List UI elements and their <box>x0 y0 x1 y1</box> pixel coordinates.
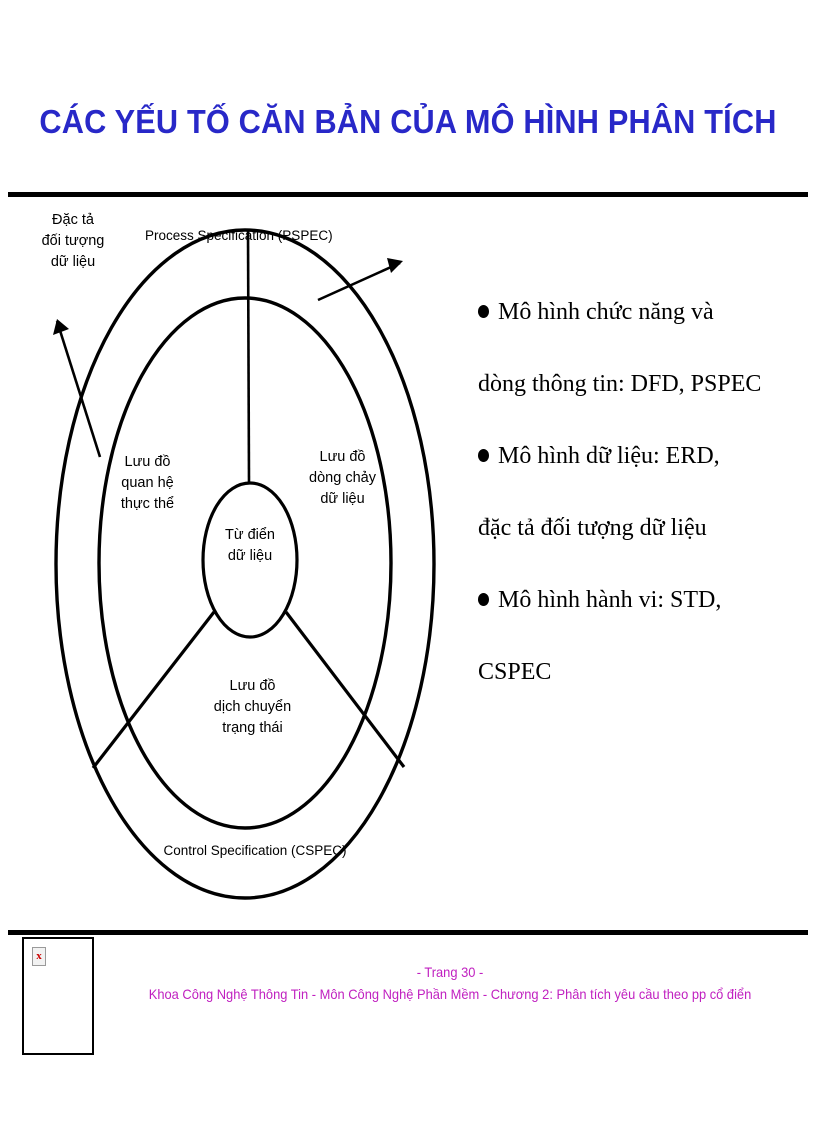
outer-ellipse-cspec <box>54 228 436 900</box>
bullet-line: Mô hình hành vi: STD, <box>478 588 808 612</box>
label-entity-relationship-diagram: Lưu đồ quan hệ thực thể <box>120 454 175 512</box>
label-state-transition-diagram: Lưu đồ dịch chuyển trạng thái <box>213 678 292 736</box>
footer-page-number: - Trang 30 - <box>416 964 484 980</box>
footer: - Trang 30 - Khoa Công Nghệ Thông Tin - … <box>100 962 800 1005</box>
bullet-line: Mô hình dữ liệu: ERD, <box>478 444 808 468</box>
divider-lower-left <box>91 611 216 769</box>
bullet-line: đặc tả đối tượng dữ liệu <box>478 516 808 540</box>
divider-top <box>246 230 251 484</box>
broken-image-icon: x <box>32 947 46 966</box>
bullet-text: Mô hình dữ liệu: ERD, <box>498 443 720 469</box>
bullet-line: Mô hình chức năng và <box>478 300 808 324</box>
arrow-data-object-spec <box>53 319 102 458</box>
inner-ellipse-pspec <box>97 296 393 830</box>
arrow-process-spec <box>317 258 403 302</box>
bullet-dot-icon <box>478 449 489 462</box>
core-ellipse-data-dictionary <box>201 481 299 639</box>
broken-image-placeholder: x <box>22 937 94 1055</box>
label-control-specification: Control Specification (CSPEC) <box>163 843 347 858</box>
page-title: CÁC YẾU TỐ CĂN BẢN CỦA MÔ HÌNH PHÂN TÍCH <box>39 103 777 140</box>
bullet-line: CSPEC <box>478 660 808 684</box>
bullet-dot-icon <box>478 593 489 606</box>
bullet-line: dòng thông tin: DFD, PSPEC <box>478 372 808 396</box>
bullet-text: Mô hình chức năng và <box>498 299 714 325</box>
analysis-model-diagram: Đặc tả đối tượng dữ liệu Process Specifi… <box>0 195 470 930</box>
rings-svg <box>53 228 436 900</box>
bullet-text: CSPEC <box>478 659 552 685</box>
divider-lower-right <box>284 611 406 768</box>
bottom-divider <box>8 930 808 935</box>
top-divider <box>8 192 808 197</box>
label-process-specification: Process Specification (PSPEC) <box>145 228 333 243</box>
label-data-flow-diagram: Lưu đồ dòng chảy dữ liệu <box>309 449 376 507</box>
bullet-text: dòng thông tin: DFD, PSPEC <box>478 371 762 397</box>
label-data-object-spec: Đặc tả đối tượng dữ liệu <box>41 212 105 270</box>
bullet-list: Mô hình chức năng và dòng thông tin: DFD… <box>478 300 808 684</box>
footer-course-info: Khoa Công Nghệ Thông Tin - Môn Công Nghệ… <box>148 986 752 1002</box>
label-data-dictionary: Từ điển dữ liệu <box>224 527 275 564</box>
bullet-text: đặc tả đối tượng dữ liệu <box>478 515 707 541</box>
bullet-text: Mô hình hành vi: STD, <box>498 587 722 613</box>
bullet-dot-icon <box>478 305 489 318</box>
